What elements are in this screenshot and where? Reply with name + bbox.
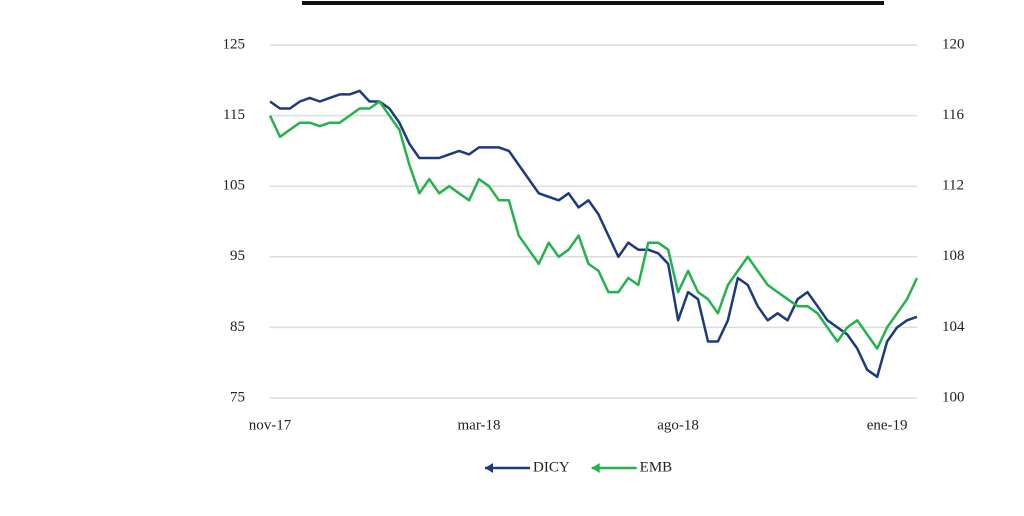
x-tick-label: ago-18 <box>657 417 699 433</box>
series-line <box>269 89 918 379</box>
y-tick-label: 125 <box>223 36 246 52</box>
y2-tick-label: 112 <box>942 178 964 194</box>
y2-tick-label: 100 <box>942 389 965 405</box>
y2-tick-label: 104 <box>942 319 965 335</box>
y-tick-label: 95 <box>230 248 245 264</box>
header-bar <box>302 1 884 5</box>
y-tick-label: 75 <box>230 389 245 405</box>
legend-arrow <box>485 463 493 473</box>
x-tick-label: nov-17 <box>249 417 292 433</box>
legend-arrow <box>591 463 600 473</box>
y-tick-label: 115 <box>223 107 245 123</box>
legend-label: DICY <box>533 459 570 475</box>
y-tick-label: 105 <box>223 178 246 194</box>
x-tick-label: ene-19 <box>867 417 908 433</box>
y2-tick-label: 116 <box>942 107 964 123</box>
y-tick-label: 85 <box>230 319 245 335</box>
y2-tick-label: 120 <box>942 36 965 52</box>
series-line <box>268 100 919 350</box>
x-tick-label: mar-18 <box>458 417 501 433</box>
y2-tick-label: 108 <box>942 248 965 264</box>
legend-label: EMB <box>640 459 673 475</box>
